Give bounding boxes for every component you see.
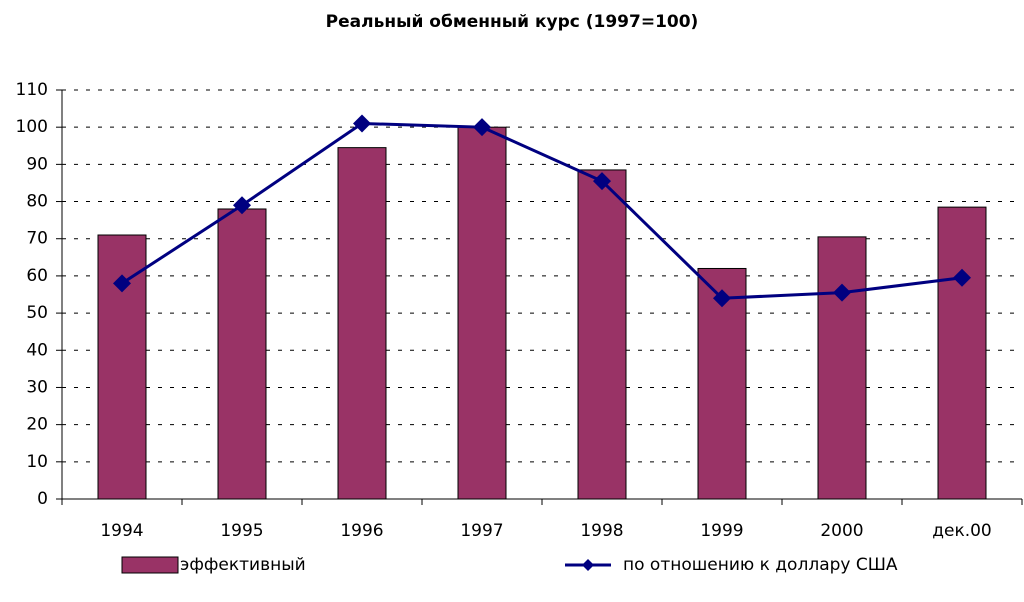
marker [113, 274, 131, 293]
x-tick-label: 1996 [340, 521, 383, 541]
marker [713, 289, 731, 308]
y-tick-label: 0 [37, 489, 48, 509]
legend-swatch [121, 556, 179, 574]
bar [217, 208, 267, 500]
x-tick-label: дек.00 [932, 521, 992, 541]
y-tick-label: 50 [26, 303, 48, 323]
y-tick-label: 30 [26, 377, 48, 397]
y-tick-label: 40 [26, 340, 48, 360]
x-tick-label: 1999 [700, 521, 743, 541]
y-tick-label: 70 [26, 229, 48, 249]
marker [593, 172, 611, 191]
y-tick-label: 20 [26, 415, 48, 435]
y-tick-label: 90 [26, 154, 48, 174]
x-tick-label: 2000 [820, 521, 863, 541]
line [121, 121, 963, 300]
bar [577, 169, 627, 500]
marker [233, 196, 251, 215]
y-tick-label: 80 [26, 192, 48, 212]
marker [353, 114, 371, 133]
bar [457, 126, 507, 500]
y-tick-label: 110 [16, 80, 48, 100]
marker [953, 268, 971, 287]
y-tick-label: 10 [26, 452, 48, 472]
x-tick-label: 1998 [580, 521, 623, 541]
y-tick-label: 60 [26, 266, 48, 286]
x-tick-label: 1995 [220, 521, 263, 541]
x-tick-label: 1997 [460, 521, 503, 541]
bar [817, 236, 867, 500]
marker [473, 118, 491, 137]
legend-marker [582, 559, 594, 571]
chart-title: Реальный обменный курс (1997=100) [326, 12, 699, 32]
y-tick-label: 100 [16, 117, 48, 137]
legend-label: эффективный [180, 555, 306, 575]
bar [937, 206, 987, 500]
marker [833, 283, 851, 302]
bar [337, 147, 387, 500]
x-tick-label: 1994 [100, 521, 143, 541]
legend-label: по отношению к доллару США [623, 555, 898, 575]
